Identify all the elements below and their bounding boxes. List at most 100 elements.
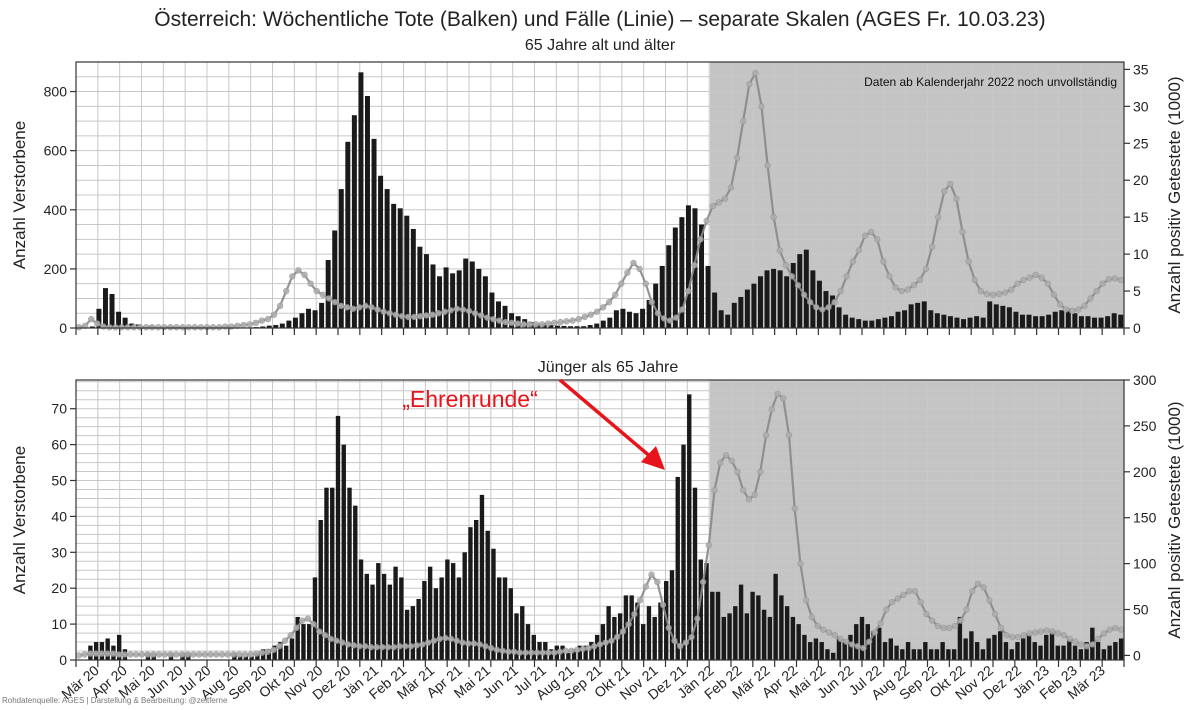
bar	[750, 591, 755, 660]
line-point	[218, 651, 226, 658]
line-point	[410, 313, 418, 321]
bar	[391, 203, 397, 328]
line-point	[264, 648, 272, 655]
line-point	[563, 318, 570, 325]
line-point	[820, 626, 827, 633]
bar	[823, 291, 829, 328]
bar	[894, 645, 899, 660]
bar	[116, 311, 122, 328]
bar	[423, 254, 429, 328]
line-point	[246, 321, 253, 328]
line-point	[362, 302, 369, 310]
line-point	[241, 651, 249, 658]
bar	[633, 313, 639, 328]
line-point	[442, 634, 449, 642]
line-point	[1050, 291, 1058, 298]
line-point	[258, 317, 266, 324]
line-point	[691, 261, 698, 269]
bar	[1006, 307, 1012, 328]
bar	[358, 559, 364, 660]
line-point	[734, 468, 741, 476]
bar	[712, 292, 718, 328]
bar	[485, 530, 490, 660]
line-point	[413, 642, 420, 649]
line-point	[356, 304, 363, 311]
line-point	[386, 310, 393, 317]
bar	[934, 313, 940, 328]
line-point	[1026, 274, 1033, 281]
bar	[122, 317, 128, 328]
line-point	[155, 651, 163, 658]
y2-tick-label: 250	[1133, 418, 1157, 434]
line-point	[173, 651, 180, 658]
bar	[607, 317, 613, 328]
line-point	[316, 628, 323, 635]
line-point	[533, 649, 541, 656]
bar	[718, 310, 724, 328]
line-point	[343, 304, 351, 311]
line-point	[1066, 635, 1073, 643]
bar	[456, 577, 462, 660]
bar	[109, 294, 115, 328]
line-point	[733, 154, 741, 162]
line-point	[1093, 287, 1100, 295]
line-point	[989, 291, 997, 298]
line-point	[1106, 626, 1113, 633]
bar	[306, 308, 312, 328]
line-point	[904, 286, 911, 293]
y2-tick-label: 50	[1133, 602, 1149, 618]
bar	[915, 302, 921, 328]
line-point	[625, 620, 632, 628]
bar	[574, 326, 580, 328]
bar	[705, 265, 711, 328]
line-point	[1044, 280, 1052, 287]
line-point	[728, 457, 735, 464]
y-tick-label: 400	[44, 202, 68, 218]
line-point	[307, 280, 314, 287]
bar	[928, 649, 934, 660]
bar	[773, 573, 778, 660]
line-point	[1099, 280, 1106, 287]
bar	[825, 649, 830, 660]
line-point	[953, 195, 960, 202]
bar	[378, 175, 384, 328]
line-point	[983, 290, 991, 298]
bar	[993, 304, 999, 328]
y2-tick-label: 100	[1133, 556, 1157, 572]
line-point	[178, 651, 186, 658]
line-point	[721, 195, 729, 202]
line-point	[1032, 629, 1039, 636]
bar	[685, 205, 691, 328]
bar	[427, 566, 433, 660]
line-point	[831, 632, 838, 639]
line-point	[179, 324, 186, 331]
line-point	[800, 291, 808, 298]
line-point	[75, 652, 83, 659]
bar	[744, 613, 750, 660]
line-point	[837, 635, 844, 643]
line-point	[843, 273, 850, 280]
y2-axis-label: Anzahl positiv Getestete (1000)	[1165, 76, 1184, 313]
line-point	[215, 324, 223, 331]
line-point	[1026, 630, 1033, 637]
bar	[859, 616, 865, 660]
bar	[1052, 311, 1058, 328]
line-point	[671, 637, 678, 644]
line-point	[898, 287, 905, 295]
line-point	[88, 315, 95, 323]
annotation-arrow	[558, 378, 665, 470]
bar	[273, 325, 279, 328]
bar	[243, 656, 249, 660]
line-point	[739, 117, 747, 125]
bar	[463, 258, 469, 328]
bar	[934, 649, 940, 660]
line-point	[579, 645, 587, 653]
line-point	[112, 324, 119, 331]
line-point	[161, 324, 168, 331]
line-point	[441, 308, 448, 315]
line-point	[423, 312, 430, 319]
line-point	[344, 641, 352, 648]
line-point	[1056, 301, 1064, 308]
bar	[727, 613, 732, 660]
bar	[797, 254, 803, 328]
